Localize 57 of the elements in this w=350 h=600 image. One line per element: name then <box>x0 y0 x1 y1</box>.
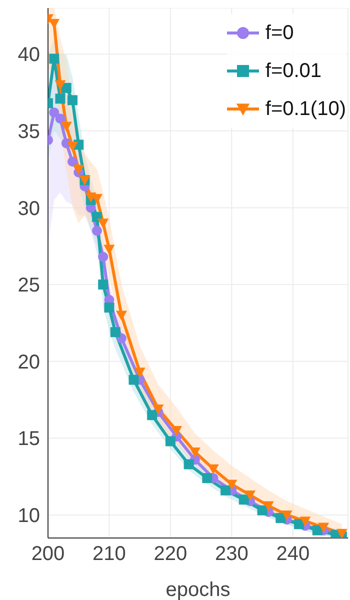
point <box>312 525 322 536</box>
point <box>300 516 311 527</box>
point <box>202 473 212 484</box>
point <box>128 374 139 385</box>
point <box>98 218 109 229</box>
x-tick-label: 240 <box>276 543 310 566</box>
y-tick-label: 10 <box>18 505 40 528</box>
point <box>276 513 286 524</box>
point <box>165 436 176 446</box>
point <box>49 107 60 118</box>
point <box>98 252 108 262</box>
point <box>110 327 120 338</box>
x-tick-label: 220 <box>154 543 188 566</box>
point <box>92 226 102 236</box>
point <box>61 82 72 93</box>
point <box>104 244 115 255</box>
point <box>60 122 72 132</box>
point <box>238 494 249 505</box>
point <box>294 519 304 530</box>
point <box>116 310 127 321</box>
point <box>55 94 66 104</box>
point <box>262 501 274 512</box>
point <box>220 485 231 496</box>
point <box>281 510 292 520</box>
y-tick-label: 30 <box>18 198 40 220</box>
y-tick-label: 25 <box>18 274 40 297</box>
point <box>257 505 268 516</box>
legend-label: f=0 <box>265 21 294 46</box>
y-tick-label: 20 <box>18 351 40 374</box>
point <box>54 80 66 90</box>
point <box>147 410 158 420</box>
point <box>184 459 194 470</box>
x-axis-title: epochs <box>166 579 230 600</box>
point <box>189 447 200 458</box>
point <box>318 522 330 533</box>
point <box>67 95 78 106</box>
x-tick-label: 200 <box>31 543 65 566</box>
point <box>49 54 60 64</box>
point <box>226 480 238 490</box>
point <box>104 302 114 313</box>
point <box>134 368 146 378</box>
y-tick-label: 15 <box>18 428 40 450</box>
point <box>208 464 219 474</box>
point <box>73 164 84 175</box>
point <box>66 142 78 152</box>
point <box>152 404 164 414</box>
point <box>244 490 256 500</box>
point <box>67 156 78 167</box>
y-tick-label: 40 <box>18 44 40 66</box>
legend-label: f=0.1(10) <box>265 97 346 122</box>
y-tick-label: 35 <box>18 121 40 143</box>
x-tick-label: 230 <box>214 543 248 566</box>
point <box>171 426 182 436</box>
legend-label: f=0.01 <box>265 59 322 84</box>
x-tick-label: 210 <box>92 543 126 566</box>
point <box>98 280 108 290</box>
point <box>55 114 66 124</box>
